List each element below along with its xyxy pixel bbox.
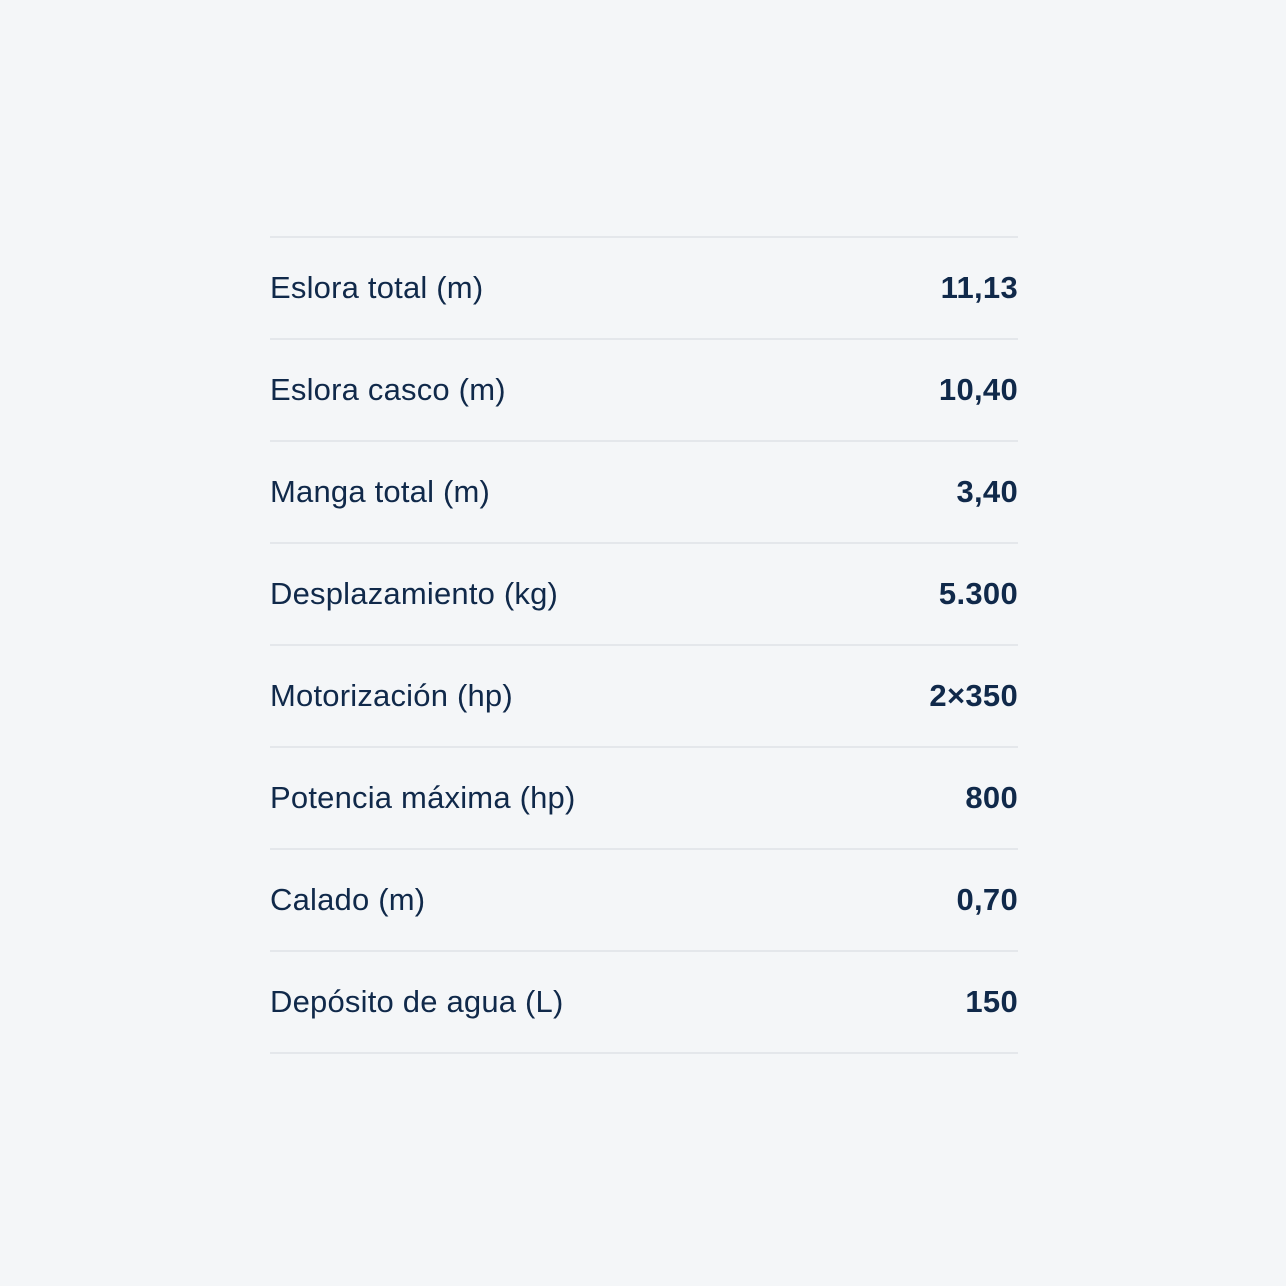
spec-row: Depósito de agua (L) 150: [270, 952, 1018, 1054]
spec-value: 5.300: [938, 576, 1018, 611]
spec-label: Motorización (hp): [270, 678, 513, 713]
spec-row: Desplazamiento (kg) 5.300: [270, 544, 1018, 646]
spec-value: 10,40: [938, 372, 1018, 407]
specs-table: Eslora total (m) 11,13 Eslora casco (m) 10…: [270, 236, 1018, 1054]
spec-label: Desplazamiento (kg): [270, 576, 559, 611]
spec-value: 800: [965, 780, 1018, 815]
spec-row: Potencia máxima (hp) 800: [270, 748, 1018, 850]
spec-value: 150: [965, 984, 1018, 1019]
spec-label: Eslora total (m): [270, 270, 484, 305]
spec-label: Eslora casco (m): [270, 372, 506, 407]
spec-value: 3,40: [956, 474, 1018, 509]
spec-label: Manga total (m): [270, 474, 491, 509]
spec-row: Motorización (hp) 2×350: [270, 646, 1018, 748]
spec-label: Calado (m): [270, 882, 426, 917]
spec-value: 2×350: [929, 678, 1018, 713]
spec-label: Depósito de agua (L): [270, 984, 564, 1019]
spec-label: Potencia máxima (hp): [270, 780, 576, 815]
spec-row: Eslora total (m) 11,13: [270, 238, 1018, 340]
spec-value: 0,70: [956, 882, 1018, 917]
spec-row: Eslora casco (m) 10,40: [270, 340, 1018, 442]
spec-row: Calado (m) 0,70: [270, 850, 1018, 952]
spec-row: Manga total (m) 3,40: [270, 442, 1018, 544]
spec-value: 11,13: [940, 270, 1018, 305]
